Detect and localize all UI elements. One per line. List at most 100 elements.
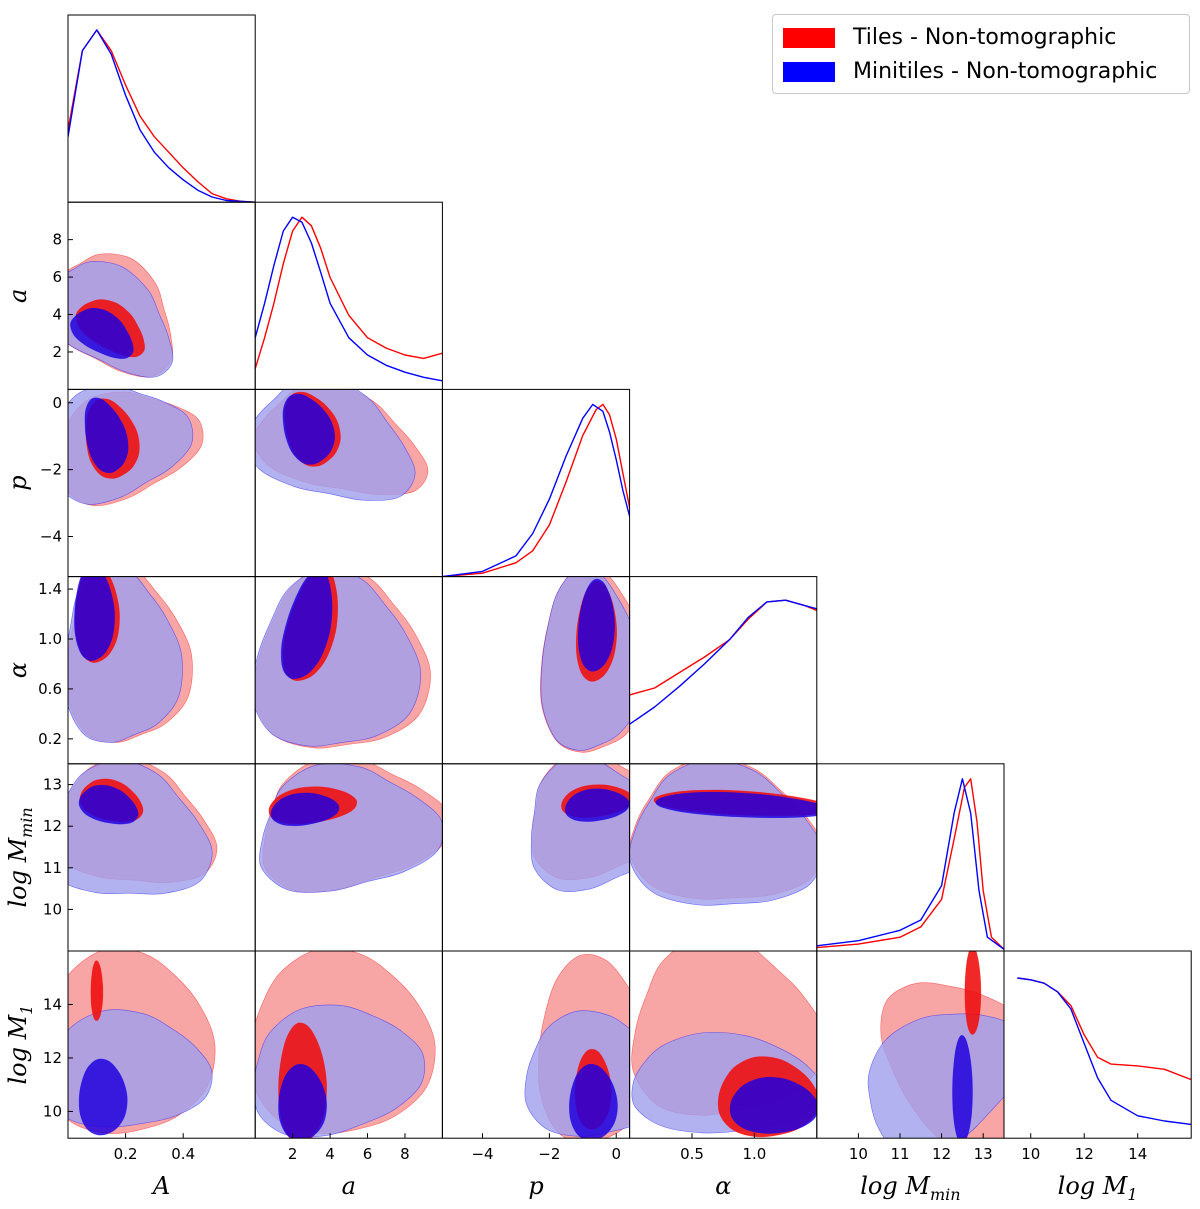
marginal-logM1-tiles [1017,977,1192,1081]
panel-p-vs-p [441,388,631,578]
panel-alpha-vs-A [67,576,256,765]
panel-logMmin-vs-p [441,763,631,952]
y-axis-label-logM1: log M1 [4,1005,36,1085]
x-tick-label: 0.5 [680,1145,704,1163]
legend-item-tiles: Tiles - Non-tomographic [783,25,1116,50]
legend-item-minitiles: Minitiles - Non-tomographic [783,59,1157,84]
x-tick-label: 0.4 [171,1145,195,1163]
y-tick-label: 0 [52,394,62,412]
contour-inner-minitiles-alpha-A [74,576,115,661]
marginal-a-minitiles [255,216,443,382]
x-axis-label-p: p [528,1172,543,1200]
contour-inner-minitiles-logM1-p [569,1064,618,1139]
panel-logMmin-vs-A [67,763,256,952]
x-tick-label: 2 [288,1145,298,1163]
y-tick-label: 13 [43,776,62,794]
contour-inner-minitiles-logMmin-alpha [655,791,817,819]
contour-outer-minitiles-logMmin-a [259,763,443,893]
contour-inner-minitiles-alpha-p [577,578,615,672]
contour-inner-minitiles-logMmin-p [565,788,630,822]
marginal-logMmin-minitiles [816,778,1004,950]
y-tick-label: 12 [43,817,62,835]
panel-alpha-vs-alpha [629,576,818,765]
y-tick-label: 14 [43,995,62,1013]
panel-a-vs-A [67,201,256,390]
marginal-logMmin-tiles [816,778,1004,950]
y-tick-label: −2 [40,461,62,479]
panel-logM1-vs-A [67,950,256,1139]
marginal-A-tiles [68,29,256,203]
contour-inner-minitiles-logM1-logMmin [952,1035,973,1139]
panel-a-vs-a [254,201,443,390]
marginal-alpha-tiles [629,599,817,696]
x-tick-label: 13 [974,1145,993,1163]
y-tick-label: 1.4 [38,580,62,598]
panel-alpha-vs-p [441,576,631,765]
x-tick-label: 10 [1021,1145,1040,1163]
legend-swatch-minitiles [783,61,835,82]
contour-inner-tiles-logM1-A [90,960,104,1021]
marginal-A-minitiles [68,29,256,203]
y-tick-label: 2 [52,343,62,361]
contour-inner-minitiles-logM1-a [278,1064,327,1139]
y-axis-label-a: a [4,289,32,303]
contour-inner-tiles-logM1-logMmin [964,951,982,1035]
panel-frame [67,14,256,203]
x-tick-label: 8 [400,1145,410,1163]
marginal-a-tiles [255,216,443,369]
panel-logM1-vs-alpha [629,950,818,1139]
y-axis-label-p: p [4,475,32,490]
contour-inner-minitiles-logM1-A [78,1058,128,1136]
marginal-p-minitiles [442,403,630,577]
panel-frame [441,388,631,578]
x-tick-label: 12 [1075,1145,1094,1163]
x-tick-label: 10 [849,1145,868,1163]
x-axis-label-a: a [342,1172,356,1200]
panel-frame [629,576,818,765]
y-tick-label: 6 [52,268,62,286]
panel-logM1-vs-logM1 [1003,950,1192,1139]
y-tick-label: 0.6 [38,680,62,698]
panel-frame [1003,950,1192,1139]
panel-logMmin-vs-alpha [629,763,818,952]
x-tick-label: 4 [325,1145,335,1163]
contour-outer-minitiles-logMmin-A [68,763,213,895]
panel-p-vs-a [254,388,443,578]
x-tick-label: 1.0 [742,1145,766,1163]
y-tick-label: 10 [43,1102,62,1120]
contour-inner-minitiles-logMmin-A [78,784,139,825]
legend-swatch-tiles [783,27,835,48]
y-tick-label: 11 [43,859,62,877]
y-tick-label: 10 [43,900,62,918]
marginal-alpha-minitiles [629,599,817,725]
x-axis-label-alpha: α [715,1172,731,1200]
y-axis-label-logMmin: log Mmin [4,807,36,907]
panel-p-vs-A [67,388,256,578]
x-tick-label: 0.2 [114,1145,138,1163]
panel-logM1-vs-logMmin [816,950,1005,1139]
marginal-logM1-minitiles [1017,977,1192,1126]
panel-alpha-vs-a [254,576,443,765]
legend-label-tiles: Tiles - Non-tomographic [853,25,1117,50]
contour-inner-minitiles-logMmin-a [270,792,340,827]
x-tick-label: 0 [611,1145,621,1163]
contour-inner-minitiles-a-A [70,307,134,359]
x-axis-label-logM1: log M1 [1058,1172,1138,1204]
x-tick-label: 11 [890,1145,909,1163]
legend: Tiles - Non-tomographic Minitiles - Non-… [772,14,1190,94]
panel-logM1-vs-p [441,950,631,1139]
panel-logMmin-vs-a [254,763,443,952]
x-axis-label-A: A [151,1172,170,1200]
panel-A-vs-A [67,14,256,203]
y-tick-label: 0.2 [38,730,62,748]
y-tick-label: 12 [43,1049,62,1067]
x-tick-label: 6 [363,1145,373,1163]
contour-inner-minitiles-p-A [84,397,129,474]
y-tick-label: 8 [52,231,62,249]
panel-logMmin-vs-logMmin [816,763,1005,952]
contour-outer-minitiles-logMmin-alpha [629,763,817,906]
y-axis-label-alpha: α [4,662,32,678]
legend-label-minitiles: Minitiles - Non-tomographic [853,59,1158,84]
x-tick-label: −2 [538,1145,560,1163]
